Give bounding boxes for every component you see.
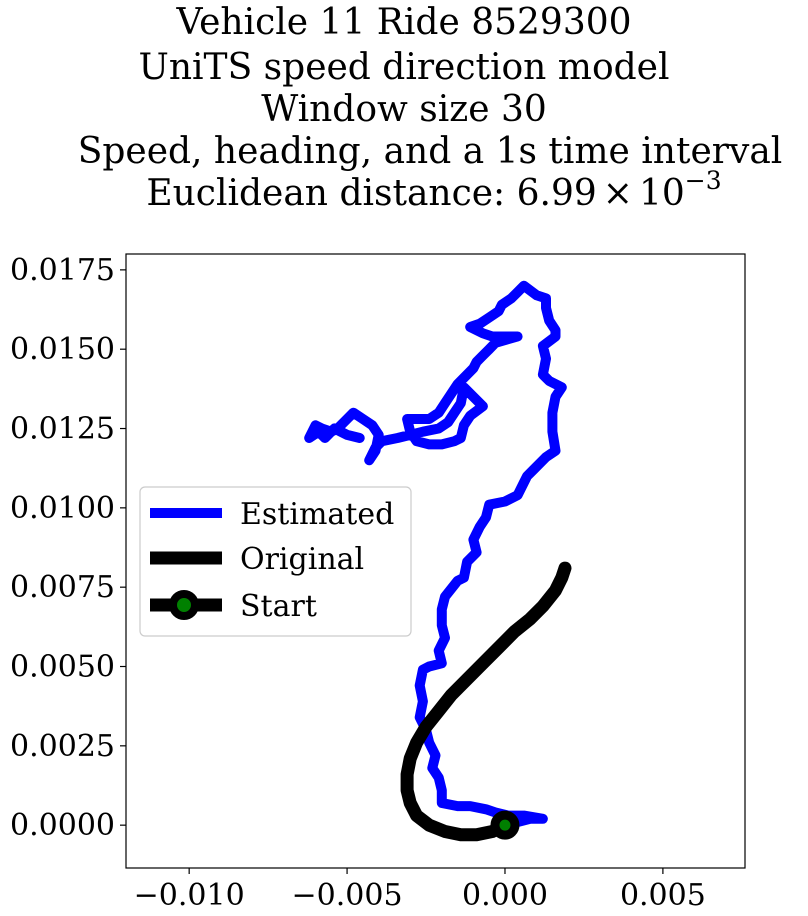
distance-base: 10: [639, 173, 685, 214]
x-axis-ticks: −0.010 −0.005 0.000 0.005: [134, 868, 706, 913]
legend-swatch-start-marker: [169, 590, 199, 620]
x-tick-label: −0.005: [292, 878, 403, 913]
y-tick-label: 0.0125: [10, 412, 115, 447]
title-line-3: Window size 30: [261, 89, 547, 130]
y-tick-label: 0.0100: [10, 491, 115, 526]
original-series-line: [400, 561, 572, 842]
y-axis-ticks: 0.0000 0.0025 0.0050 0.0075 0.0100 0.0125 0.01…: [10, 253, 126, 843]
plot-area: [304, 280, 572, 842]
estimated-series-line: [304, 280, 567, 831]
y-tick-label: 0.0175: [10, 253, 115, 288]
y-tick-label: 0.0150: [10, 332, 115, 367]
title-line-2: UniTS speed direction model: [139, 47, 670, 88]
title-line-5: Euclidean distance: 6.99 × 10−3: [146, 166, 721, 214]
y-tick-label: 0.0075: [10, 570, 115, 605]
legend-label-start: Start: [240, 589, 317, 624]
plot-frame: [125, 253, 746, 869]
start-marker-dot: [490, 810, 520, 840]
x-tick-label: −0.010: [134, 878, 245, 913]
legend-label-estimated: Estimated: [240, 497, 394, 532]
distance-times: ×: [603, 173, 633, 214]
x-tick-label: 0.005: [620, 878, 706, 913]
y-tick-label: 0.0025: [10, 729, 115, 764]
chart-title: Vehicle 11 Ride 8529300 UniTS speed dire…: [78, 2, 783, 214]
distance-exponent: −3: [685, 166, 722, 195]
start-marker: [490, 810, 520, 840]
y-tick-label: 0.0000: [10, 808, 115, 843]
legend: Estimated Original Start: [139, 486, 412, 637]
title-line-4: Speed, heading, and a 1s time interval: [78, 131, 783, 172]
title-line-1: Vehicle 11 Ride 8529300: [175, 2, 631, 43]
legend-label-original: Original: [240, 542, 364, 577]
y-tick-label: 0.0050: [10, 650, 115, 685]
distance-label: Euclidean distance:: [146, 173, 516, 214]
x-tick-label: 0.000: [462, 878, 548, 913]
distance-mantissa: 6.99: [517, 173, 597, 214]
